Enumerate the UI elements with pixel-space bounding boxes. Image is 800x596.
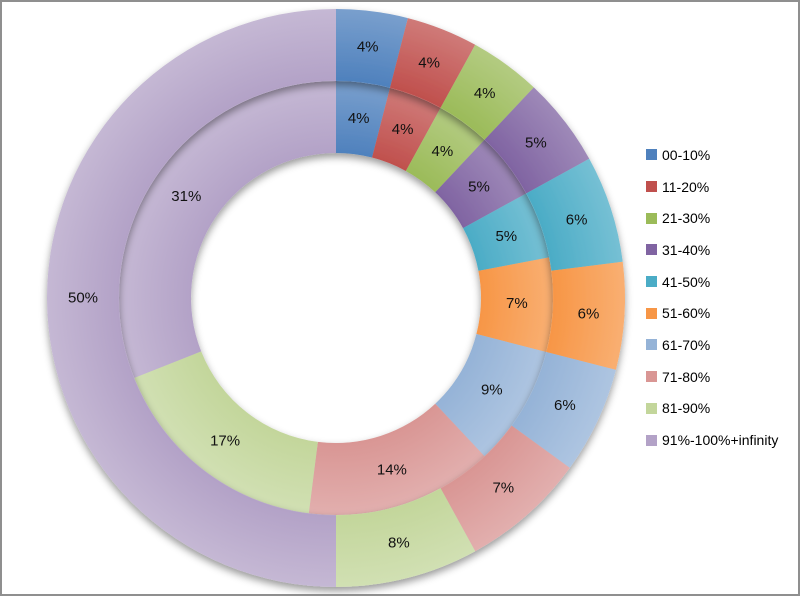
- data-label: 6%: [566, 211, 588, 228]
- data-label: 4%: [474, 85, 496, 102]
- legend-label: 91%-100%+infinity: [662, 432, 779, 449]
- data-label: 4%: [392, 121, 414, 138]
- data-label: 5%: [525, 134, 547, 151]
- legend-label: 41-50%: [662, 273, 711, 290]
- legend-swatch: [646, 371, 657, 383]
- inner-ring: [119, 81, 554, 516]
- legend-swatch: [646, 212, 657, 224]
- slice-inner-ring-41-50%: [463, 193, 550, 271]
- slice-outer-ring-11-20%: [389, 18, 476, 108]
- legend-label: 31-40%: [662, 241, 711, 258]
- legend-item: 71-80%: [646, 366, 778, 388]
- data-label: 17%: [210, 433, 240, 450]
- slice-outer-ring-81-90%: [336, 488, 476, 587]
- legend-label: 21-30%: [662, 210, 711, 227]
- slice-inner-ring-61-70%: [435, 334, 547, 457]
- slice-outer-ring-00-10%: [336, 9, 408, 88]
- slice-outer-ring-31-40%: [484, 87, 590, 194]
- slice-outer-ring-51-60%: [546, 261, 625, 370]
- slice-outer-ring-21-30%: [440, 44, 534, 140]
- legend-swatch: [646, 307, 657, 319]
- legend-swatch: [646, 402, 657, 414]
- data-label: 14%: [377, 462, 407, 479]
- data-label: 6%: [554, 397, 576, 414]
- outer-ring: [47, 9, 625, 587]
- data-label: 4%: [357, 39, 379, 56]
- data-label: 7%: [492, 479, 514, 496]
- legend-label: 61-70%: [662, 336, 711, 353]
- slice-inner-ring-51-60%: [476, 257, 554, 352]
- legend-item: 11-20%: [646, 176, 778, 198]
- data-label: 50%: [68, 290, 98, 307]
- legend-label: 00-10%: [662, 146, 711, 163]
- slice-outer-ring-91%-100%+infinity: [47, 9, 336, 587]
- legend-item: 41-50%: [646, 271, 778, 293]
- legend-swatch: [646, 276, 657, 288]
- chart-legend: 00-10% 11-20% 21-30% 31-40% 41-50% 51-60…: [646, 144, 778, 461]
- legend-item: 81-90%: [646, 398, 778, 420]
- slice-inner-ring-00-10%: [336, 81, 390, 158]
- legend-label: 71-80%: [662, 368, 711, 385]
- legend-swatch: [646, 339, 657, 351]
- legend-item: 51-60%: [646, 302, 778, 324]
- legend-item: 91%-100%+infinity: [646, 429, 778, 451]
- legend-item: 31-40%: [646, 239, 778, 261]
- data-label: 9%: [481, 382, 503, 399]
- legend-label: 81-90%: [662, 400, 711, 417]
- data-label: 4%: [432, 143, 454, 160]
- slice-inner-ring-31-40%: [435, 139, 527, 229]
- slice-outer-ring-61-70%: [511, 351, 616, 468]
- slice-outer-ring-71-80%: [440, 425, 570, 552]
- legend-item: 00-10%: [646, 144, 778, 166]
- data-label: 4%: [418, 54, 440, 71]
- legend-swatch: [646, 181, 657, 193]
- slice-outer-ring-41-50%: [526, 158, 623, 271]
- slice-inner-ring-21-30%: [405, 107, 485, 193]
- data-label: 8%: [388, 535, 410, 552]
- legend-label: 51-60%: [662, 305, 711, 322]
- legend-label: 11-20%: [662, 178, 710, 195]
- slice-inner-ring-11-20%: [372, 87, 441, 171]
- data-label: 6%: [578, 305, 600, 322]
- data-label: 5%: [468, 179, 490, 196]
- legend-swatch: [646, 244, 657, 256]
- slice-inner-ring-71-80%: [308, 403, 485, 516]
- legend-item: 61-70%: [646, 334, 778, 356]
- data-label: 31%: [171, 188, 201, 205]
- data-label: 5%: [495, 228, 517, 245]
- legend-item: 21-30%: [646, 207, 778, 229]
- slice-inner-ring-91%-100%+infinity: [119, 81, 336, 378]
- data-label: 4%: [348, 110, 370, 127]
- legend-swatch: [646, 149, 657, 161]
- legend-swatch: [646, 434, 657, 446]
- data-label: 7%: [506, 295, 528, 312]
- slice-inner-ring-81-90%: [134, 351, 318, 514]
